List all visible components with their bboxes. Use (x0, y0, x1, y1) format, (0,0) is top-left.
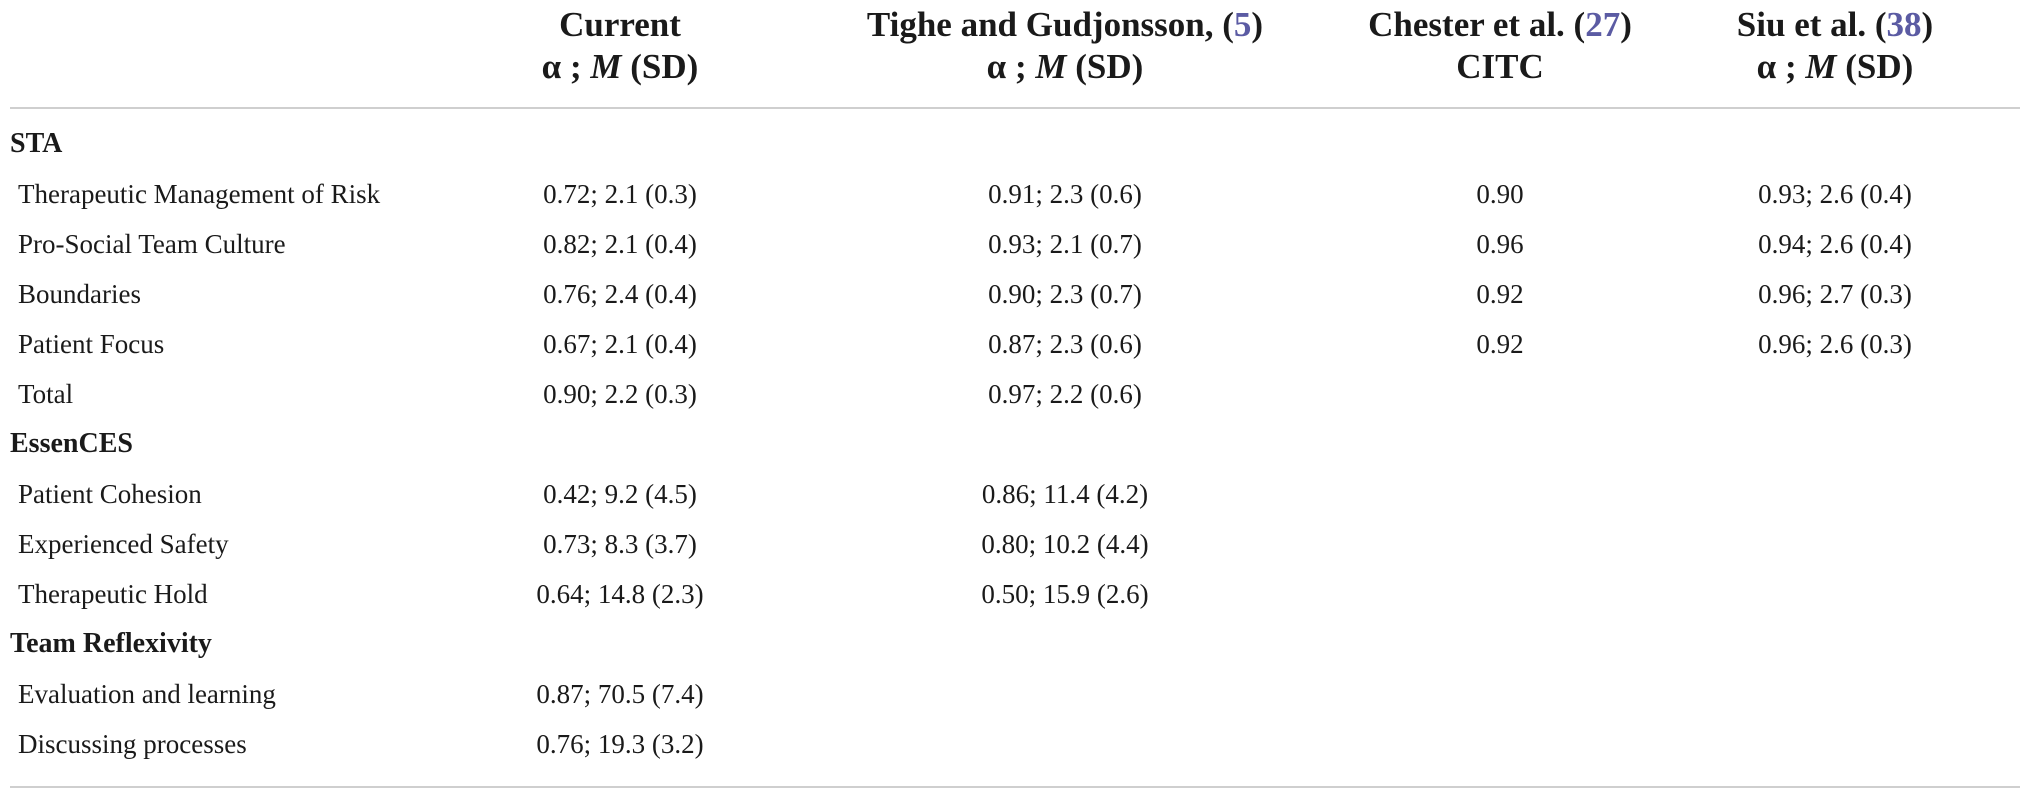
header-chester: Chester et al. (27) CITC (1330, 4, 1670, 88)
table-row: Patient Cohesion 0.42; 9.2 (4.5) 0.86; 1… (10, 469, 2020, 519)
results-table: Current α ; M (SD) Tighe and Gudjonsson,… (10, 0, 2020, 789)
cell-chester: 0.90 (1476, 179, 1524, 209)
cell-current: 0.72; 2.1 (0.3) (543, 179, 697, 209)
cell-tighe: 0.90; 2.3 (0.7) (988, 279, 1142, 309)
table-row: Pro-Social Team Culture 0.82; 2.1 (0.4) … (10, 219, 2020, 269)
cell-siu: 0.96; 2.7 (0.3) (1758, 279, 1912, 309)
header-chester-title: Chester et al. (27) (1330, 4, 1670, 46)
cell-tighe: 0.50; 15.9 (2.6) (981, 579, 1149, 609)
row-label: Boundaries (18, 279, 141, 309)
sd-symbol: (SD) (621, 47, 699, 86)
alpha-symbol: α ; (541, 47, 591, 86)
row-label: Therapeutic Management of Risk (18, 179, 381, 209)
table-row: Therapeutic Hold 0.64; 14.8 (2.3) 0.50; … (10, 569, 2020, 619)
section-label: EssenCES (10, 428, 133, 459)
header-tighe-gudjonsson: Tighe and Gudjonsson, (5) α ; M (SD) (805, 4, 1325, 88)
cell-chester: 0.92 (1476, 329, 1524, 359)
cell-tighe: 0.80; 10.2 (4.4) (981, 529, 1149, 559)
row-label: Pro-Social Team Culture (18, 229, 286, 259)
paren-close: ) (1921, 5, 1934, 44)
mean-symbol: M (590, 47, 622, 86)
row-label: Patient Focus (18, 329, 165, 359)
paren-close: ) (1620, 5, 1632, 44)
citation-link-38[interactable]: 38 (1886, 5, 1922, 44)
header-siu-title: Siu et al. (38) (1650, 4, 2020, 46)
cell-siu: 0.96; 2.6 (0.3) (1758, 329, 1912, 359)
row-label: Evaluation and learning (18, 679, 276, 709)
cell-current: 0.64; 14.8 (2.3) (536, 579, 704, 609)
table-row: Discussing processes 0.76; 19.3 (3.2) (10, 719, 2020, 769)
table-row: Patient Focus 0.67; 2.1 (0.4) 0.87; 2.3 … (10, 319, 2020, 369)
header-chester-subtitle: CITC (1456, 47, 1544, 86)
header-siu-subtitle: α ; M (SD) (1650, 46, 2020, 88)
row-label: Total (18, 379, 74, 409)
table-body: STA Therapeutic Management of Risk 0.72;… (10, 109, 2020, 789)
table-row: Boundaries 0.76; 2.4 (0.4) 0.90; 2.3 (0.… (10, 269, 2020, 319)
header-chester-text: Chester et al. ( (1368, 5, 1586, 44)
section-label: STA (10, 128, 63, 159)
cell-current: 0.90; 2.2 (0.3) (543, 379, 697, 409)
citation-link-27[interactable]: 27 (1585, 5, 1621, 44)
row-label: Experienced Safety (18, 529, 229, 559)
header-tighe-subtitle: α ; M (SD) (805, 46, 1325, 88)
alpha-symbol: α ; (986, 47, 1036, 86)
cell-chester: 0.92 (1476, 279, 1524, 309)
row-label: Discussing processes (18, 729, 247, 759)
cell-siu: 0.94; 2.6 (0.4) (1758, 229, 1912, 259)
row-label: Patient Cohesion (18, 479, 202, 509)
table-row: Experienced Safety 0.73; 8.3 (3.7) 0.80;… (10, 519, 2020, 569)
cell-tighe: 0.91; 2.3 (0.6) (988, 179, 1142, 209)
cell-tighe: 0.87; 2.3 (0.6) (988, 329, 1142, 359)
table-row: Evaluation and learning 0.87; 70.5 (7.4) (10, 669, 2020, 719)
paren-close: ) (1251, 5, 1264, 44)
mean-symbol: M (1805, 47, 1837, 86)
header-current: Current α ; M (SD) (455, 4, 785, 88)
table-row: Therapeutic Management of Risk 0.72; 2.1… (10, 169, 2020, 219)
row-label: Therapeutic Hold (18, 579, 208, 609)
cell-chester: 0.96 (1476, 229, 1524, 259)
cell-current: 0.42; 9.2 (4.5) (543, 479, 697, 509)
header-tighe-title: Tighe and Gudjonsson, (5) (805, 4, 1325, 46)
cell-current: 0.76; 2.4 (0.4) (543, 279, 697, 309)
section-label: Team Reflexivity (10, 628, 212, 659)
section-row: Team Reflexivity (10, 619, 2020, 669)
cell-current: 0.73; 8.3 (3.7) (543, 529, 697, 559)
cell-tighe: 0.97; 2.2 (0.6) (988, 379, 1142, 409)
cell-tighe: 0.93; 2.1 (0.7) (988, 229, 1142, 259)
cell-current: 0.76; 19.3 (3.2) (536, 729, 704, 759)
header-siu-text: Siu et al. ( (1736, 5, 1887, 44)
table-bottom-rule (10, 786, 2020, 788)
cell-current: 0.87; 70.5 (7.4) (536, 679, 704, 709)
sd-symbol: (SD) (1836, 47, 1914, 86)
header-siu: Siu et al. (38) α ; M (SD) (1650, 4, 2020, 88)
table-header: Current α ; M (SD) Tighe and Gudjonsson,… (10, 0, 2020, 109)
section-row: EssenCES (10, 419, 2020, 469)
header-current-subtitle: α ; M (SD) (455, 46, 785, 88)
cell-current: 0.67; 2.1 (0.4) (543, 329, 697, 359)
alpha-symbol: α ; (1756, 47, 1806, 86)
cell-siu: 0.93; 2.6 (0.4) (1758, 179, 1912, 209)
header-tighe-text: Tighe and Gudjonsson, ( (866, 5, 1234, 44)
table-row: Total 0.90; 2.2 (0.3) 0.97; 2.2 (0.6) (10, 369, 2020, 419)
cell-current: 0.82; 2.1 (0.4) (543, 229, 697, 259)
section-row: STA (10, 119, 2020, 169)
sd-symbol: (SD) (1066, 47, 1144, 86)
citation-link-5[interactable]: 5 (1233, 5, 1252, 44)
cell-tighe: 0.86; 11.4 (4.2) (981, 479, 1149, 509)
mean-symbol: M (1035, 47, 1067, 86)
header-current-title: Current (559, 5, 681, 44)
